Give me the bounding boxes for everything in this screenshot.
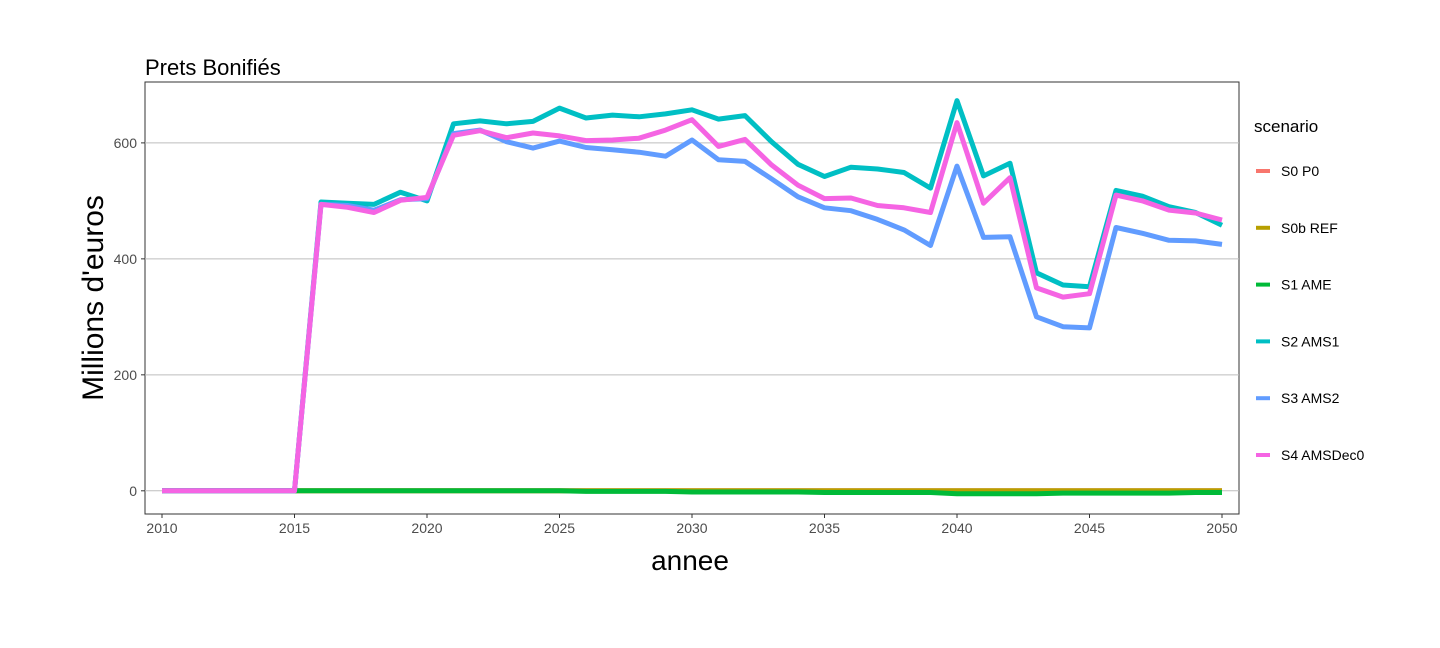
x-tick-label: 2015 [279,520,310,536]
series-line-5 [162,117,1223,494]
y-axis-ticks: 0 200 400 600 [114,135,145,499]
x-tick-label: 2020 [411,520,442,536]
y-tick-label: 200 [114,367,138,383]
y-tick-label: 400 [114,251,138,267]
chart-title: Prets Bonifiés [145,55,281,80]
y-axis-title: Millions d'euros [77,195,110,401]
x-axis-ticks: 2010 2015 2020 2025 2030 2035 2040 2045 2050 [146,514,1238,536]
x-tick-label: 2035 [809,520,840,536]
x-tick-label: 2025 [544,520,575,536]
plot-panel [144,81,1240,515]
x-tick-label: 2040 [941,520,972,536]
y-tick-label: 600 [114,135,138,151]
legend-label: S4 AMSDec0 [1281,447,1364,463]
legend-label: S1 AME [1281,277,1332,293]
legend-title: scenario [1254,117,1318,136]
x-tick-label: 2030 [676,520,707,536]
legend-label: S0 P0 [1281,163,1319,179]
legend: scenario S0 P0 S0b REF S1 AME S2 AMS1 S3 AMS… [1254,117,1364,463]
legend-label: S0b REF [1281,220,1338,236]
legend-label: S3 AMS2 [1281,390,1340,406]
legend-items: S0 P0 S0b REF S1 AME S2 AMS1 S3 AMS2 S4 AMSDe… [1256,163,1364,463]
x-axis-title: annee [651,545,729,576]
x-tick-label: 2010 [146,520,177,536]
y-tick-label: 0 [129,483,137,499]
series-lines [162,98,1224,497]
x-tick-label: 2050 [1206,520,1237,536]
legend-label: S2 AMS1 [1281,333,1340,349]
series-line-2 [162,488,1222,497]
x-tick-label: 2045 [1074,520,1105,536]
